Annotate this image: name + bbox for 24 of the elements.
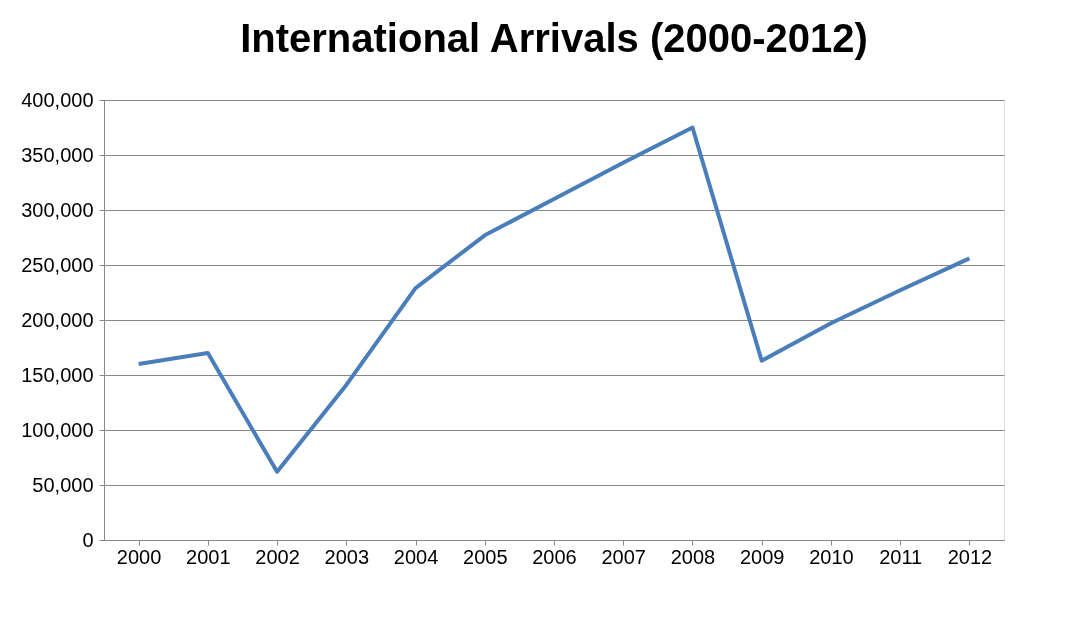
y-tick-label: 300,000 xyxy=(21,198,94,221)
x-tick-label: 2012 xyxy=(947,545,993,568)
x-tick-label: 2006 xyxy=(532,545,577,568)
y-tick-label: 150,000 xyxy=(21,363,94,386)
y-tick-label: 100,000 xyxy=(21,418,94,441)
x-tick-label: 2009 xyxy=(739,545,785,568)
x-tick-label: 2008 xyxy=(670,545,716,568)
y-tick-label: 350,000 xyxy=(21,143,94,166)
y-tick-label: 250,000 xyxy=(21,253,94,276)
x-tick-label: 2010 xyxy=(809,545,854,568)
x-tick-label: 2007 xyxy=(601,545,646,568)
y-tick-label: 400,000 xyxy=(21,88,94,111)
y-tick-label: 200,000 xyxy=(21,308,94,331)
y-tick-label: 50,000 xyxy=(32,473,94,496)
line-series xyxy=(136,125,972,474)
x-tick-label: 2001 xyxy=(186,545,231,568)
x-tick-label: 2011 xyxy=(879,545,923,568)
x-tick-label: 2003 xyxy=(324,545,370,568)
x-tick-label: 2005 xyxy=(463,545,508,568)
y-tick-label: 0 xyxy=(82,528,94,551)
chart-title: International Arrivals (2000-2012) xyxy=(240,16,868,60)
x-tick-label: 2004 xyxy=(393,545,439,568)
x-tick-label: 2000 xyxy=(116,545,162,568)
x-tick-label: 2002 xyxy=(255,545,300,568)
